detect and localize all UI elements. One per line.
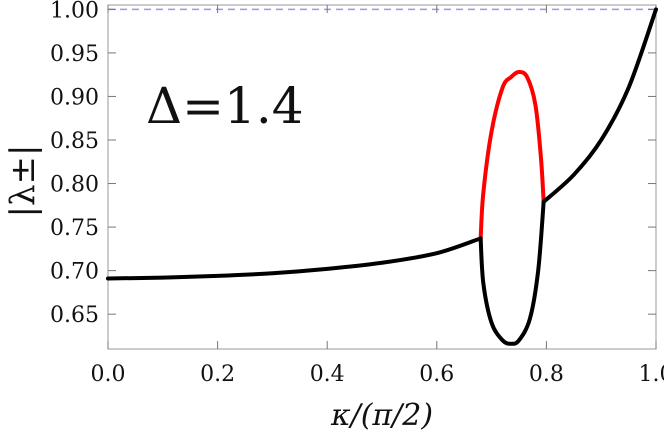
x-tick-label: 0.2 bbox=[200, 362, 235, 387]
lower-loop-curve bbox=[478, 199, 546, 346]
y-axis-label: |λ±| bbox=[3, 145, 43, 218]
y-tick-labels: 0.65 0.70 0.75 0.80 0.85 0.90 0.95 1.00 bbox=[50, 0, 99, 328]
x-tick-label: 1.0 bbox=[639, 362, 664, 387]
y-tick-label: 0.70 bbox=[50, 260, 99, 285]
x-axis-label: κ/(π/2) bbox=[330, 398, 433, 433]
y-tick-label: 0.85 bbox=[50, 129, 99, 154]
delta-annotation: Δ=1.4 bbox=[146, 77, 304, 135]
x-tick-label: 0.0 bbox=[91, 362, 126, 387]
y-tick-label: 1.00 bbox=[50, 0, 99, 23]
y-tick-label: 0.80 bbox=[50, 173, 99, 198]
x-tick-label: 0.4 bbox=[310, 362, 345, 387]
upper-branch-curve bbox=[541, 7, 658, 204]
plot-frame bbox=[107, 4, 657, 350]
lower-branch-curve bbox=[106, 236, 483, 281]
x-tick-label: 0.6 bbox=[419, 362, 454, 387]
y-tick-label: 0.65 bbox=[50, 303, 99, 328]
upper-loop-curve bbox=[478, 70, 546, 241]
y-tick-label: 0.75 bbox=[50, 216, 99, 241]
x-tick-labels: 0.0 0.2 0.4 0.6 0.8 1.0 bbox=[91, 362, 664, 387]
x-tick-label: 0.8 bbox=[529, 362, 564, 387]
curves bbox=[106, 7, 658, 346]
y-tick-label: 0.95 bbox=[50, 42, 99, 67]
y-tick-label: 0.90 bbox=[50, 85, 99, 110]
